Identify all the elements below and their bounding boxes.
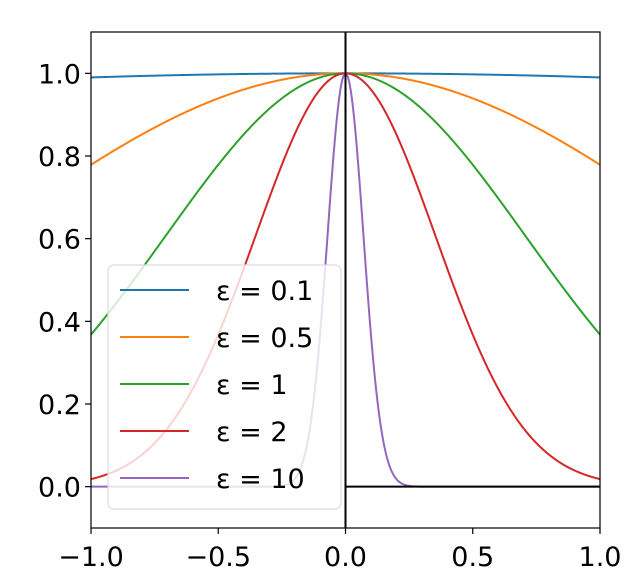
y-tick-label: 0.6 <box>38 225 81 256</box>
y-tick-label: 0.2 <box>38 390 81 421</box>
y-tick-label: 0.0 <box>38 473 81 504</box>
x-tick-label: 1.0 <box>579 542 622 573</box>
x-tick-label: 0.0 <box>324 542 367 573</box>
x-tick-label: −0.5 <box>185 542 251 573</box>
legend: ε = 0.1 ε = 0.5 ε = 1 ε = 2 ε = 10 <box>107 264 342 510</box>
x-tick-label: −1.0 <box>58 542 124 573</box>
legend-label: ε = 2 <box>216 417 288 448</box>
legend-label: ε = 1 <box>216 370 288 401</box>
y-tick-label: 0.4 <box>38 307 81 338</box>
y-tick-label: 1.0 <box>38 59 81 90</box>
legend-label: ε = 10 <box>216 464 305 495</box>
x-axis: −1.0 −0.5 0.0 0.5 1.0 <box>58 528 621 573</box>
y-tick-label: 0.8 <box>38 142 81 173</box>
reference-lines <box>344 32 600 528</box>
legend-label: ε = 0.1 <box>216 276 313 307</box>
x-tick-label: 0.5 <box>451 542 494 573</box>
y-axis: 0.0 0.2 0.4 0.6 0.8 1.0 <box>38 59 91 504</box>
legend-box <box>107 264 342 510</box>
legend-label: ε = 0.5 <box>216 323 313 354</box>
